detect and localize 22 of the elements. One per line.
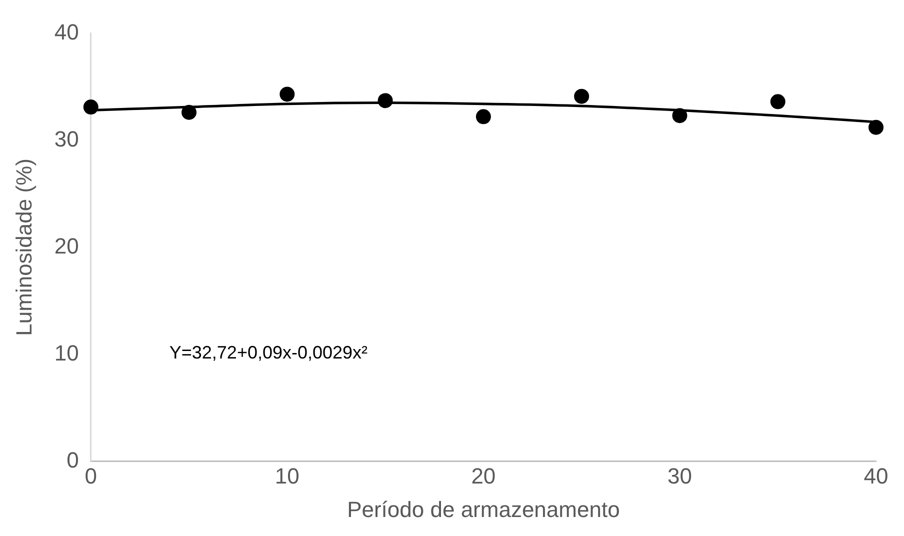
y-tick-label: 30 bbox=[54, 126, 79, 152]
point bbox=[378, 93, 393, 108]
point bbox=[83, 100, 98, 115]
annotation: Y=32,72+0,09x-0,0029x² bbox=[169, 342, 368, 362]
x-axis-title: Período de armazenamento bbox=[347, 496, 620, 522]
x-tick-label: 40 bbox=[864, 463, 888, 488]
point bbox=[476, 109, 491, 124]
y-tick-label: 0 bbox=[66, 447, 79, 472]
y-tick-label: 10 bbox=[54, 340, 79, 366]
point bbox=[280, 86, 295, 102]
point bbox=[574, 88, 590, 104]
x-tick-label: 30 bbox=[667, 463, 692, 488]
point bbox=[868, 120, 884, 135]
y-tick-label: 40 bbox=[54, 19, 79, 44]
point bbox=[182, 104, 197, 120]
y-tick-label: 20 bbox=[54, 233, 79, 258]
x-tick-label: 0 bbox=[84, 463, 97, 488]
y-axis-title: Luminosidade (%) bbox=[11, 158, 36, 336]
point bbox=[770, 94, 786, 110]
point bbox=[672, 108, 688, 124]
x-tick-label: 20 bbox=[471, 463, 496, 488]
x-tick-label: 10 bbox=[274, 463, 300, 488]
